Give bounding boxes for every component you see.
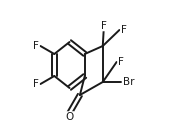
Text: F: F [33,79,39,89]
Text: O: O [65,112,74,122]
Text: F: F [101,21,107,31]
Text: F: F [121,25,126,35]
Text: F: F [33,41,39,51]
Text: Br: Br [123,77,134,87]
Text: F: F [118,57,124,67]
